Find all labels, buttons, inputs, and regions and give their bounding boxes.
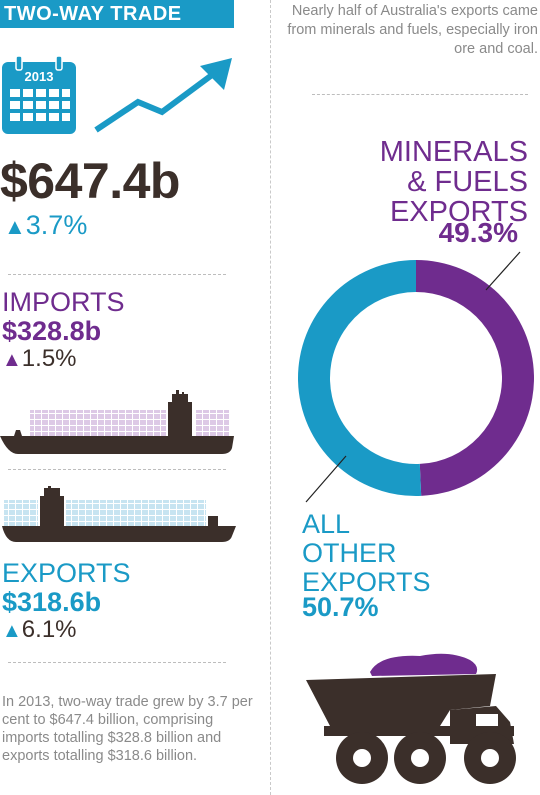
other-exports-percent: 50.7% bbox=[302, 592, 379, 622]
leader-line bbox=[305, 455, 347, 503]
other-label-line: EXPORTS bbox=[302, 567, 431, 597]
imports-value: $328.8b bbox=[2, 316, 102, 346]
minerals-exports-percent: 49.3% bbox=[438, 217, 518, 248]
section-divider bbox=[8, 469, 226, 470]
section-divider bbox=[8, 662, 226, 663]
other-label-line: ALL bbox=[302, 509, 351, 539]
minerals-label-line: & FUELS bbox=[407, 166, 528, 198]
imports-change-value: 1.5% bbox=[21, 345, 77, 372]
minerals-label-line: EXPORTS bbox=[389, 196, 528, 228]
other-label-line: OTHER bbox=[302, 538, 397, 568]
vertical-divider bbox=[270, 0, 271, 795]
exports-change: ▲6.1% bbox=[2, 616, 77, 644]
donut-slice-other bbox=[298, 260, 422, 496]
mining-truck-icon bbox=[306, 653, 516, 784]
minerals-label-line: MINERALS bbox=[379, 136, 528, 168]
intro-text: Nearly half of Australia's exports came … bbox=[287, 3, 538, 57]
cargo-ship-icon bbox=[0, 390, 234, 454]
page-title: TWO-WAY TRADE bbox=[0, 0, 234, 28]
cargo-ship-icon bbox=[2, 486, 236, 542]
up-triangle-icon: ▲ bbox=[2, 349, 22, 371]
exports-label: EXPORTS bbox=[2, 558, 131, 588]
total-trade-value: $647.4b bbox=[0, 153, 180, 209]
calendar-year: 2013 bbox=[25, 69, 54, 84]
calendar-icon: 2013 bbox=[2, 56, 76, 134]
total-change-value: 3.7% bbox=[25, 210, 88, 240]
up-triangle-icon: ▲ bbox=[4, 214, 26, 239]
section-divider bbox=[8, 274, 226, 275]
section-divider bbox=[312, 94, 528, 95]
imports-change: ▲1.5% bbox=[2, 345, 77, 373]
summary-text: In 2013, two-way trade grew by 3.7 per c… bbox=[2, 694, 253, 764]
other-exports-label: ALL OTHER EXPORTS bbox=[302, 510, 431, 597]
total-change: ▲3.7% bbox=[4, 210, 87, 241]
up-triangle-icon: ▲ bbox=[2, 620, 22, 642]
leader-line bbox=[485, 251, 521, 291]
trend-up-arrow-icon bbox=[94, 58, 232, 133]
donut-slice-minerals bbox=[416, 260, 534, 496]
exports-donut-chart bbox=[298, 251, 534, 503]
exports-value: $318.6b bbox=[2, 587, 102, 617]
minerals-exports-label: MINERALS & FUELS EXPORTS bbox=[300, 137, 528, 227]
exports-change-value: 6.1% bbox=[21, 616, 77, 643]
imports-label: IMPORTS bbox=[2, 287, 125, 317]
